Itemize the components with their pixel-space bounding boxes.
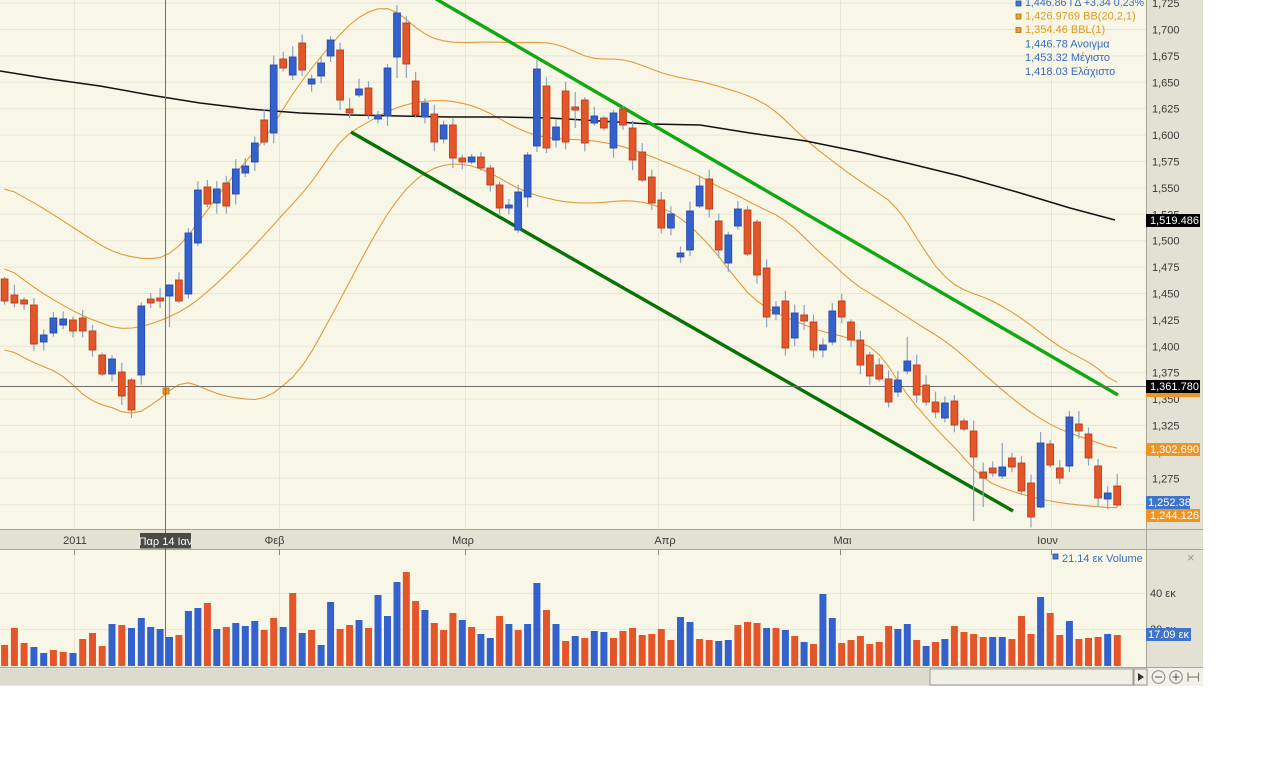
svg-text:1,325: 1,325 <box>1152 421 1180 433</box>
svg-text:1,375: 1,375 <box>1152 368 1180 380</box>
svg-text:1,350: 1,350 <box>1152 394 1180 406</box>
svg-text:1,252.38: 1,252.38 <box>1148 497 1191 509</box>
svg-text:Παρ 14 Ιαν: Παρ 14 Ιαν <box>139 536 193 548</box>
svg-text:1,244.126: 1,244.126 <box>1150 510 1199 522</box>
svg-text:Ιουν: Ιουν <box>1037 535 1058 547</box>
svg-text:1,400: 1,400 <box>1152 341 1180 353</box>
svg-text:1,446.86 ΓΔ +3.34 0.23%: 1,446.86 ΓΔ +3.34 0.23% <box>1025 0 1144 9</box>
svg-text:1,425: 1,425 <box>1152 315 1180 327</box>
svg-text:1,650: 1,650 <box>1152 77 1180 89</box>
svg-text:1,275: 1,275 <box>1152 473 1180 485</box>
svg-text:1,418.03 Ελάχιστο: 1,418.03 Ελάχιστο <box>1025 66 1115 78</box>
svg-text:1,625: 1,625 <box>1152 104 1180 116</box>
svg-text:Μαι: Μαι <box>834 535 853 547</box>
svg-text:Απρ: Απρ <box>654 535 675 547</box>
svg-text:1,550: 1,550 <box>1152 183 1180 195</box>
svg-text:1,302.690: 1,302.690 <box>1150 444 1199 456</box>
svg-text:×: × <box>1187 550 1195 565</box>
svg-text:1,700: 1,700 <box>1152 25 1180 37</box>
svg-text:1,475: 1,475 <box>1152 262 1180 274</box>
svg-text:21.14 εκ Volume: 21.14 εκ Volume <box>1062 553 1143 565</box>
svg-text:1,450: 1,450 <box>1152 289 1180 301</box>
svg-text:1,354.46 BBL(1): 1,354.46 BBL(1) <box>1025 24 1105 36</box>
svg-text:1,519.486: 1,519.486 <box>1150 215 1199 227</box>
svg-text:2011: 2011 <box>63 535 87 547</box>
svg-text:Μαρ: Μαρ <box>452 535 474 547</box>
svg-text:1,446.78 Ανοιγμα: 1,446.78 Ανοιγμα <box>1025 39 1110 51</box>
svg-text:1,675: 1,675 <box>1152 51 1180 63</box>
svg-text:1,725: 1,725 <box>1152 0 1180 10</box>
svg-text:1,453.32 Μέγιστο: 1,453.32 Μέγιστο <box>1025 52 1110 64</box>
svg-text:Φεβ: Φεβ <box>264 535 284 547</box>
svg-text:1,575: 1,575 <box>1152 157 1180 169</box>
svg-text:1,361.780: 1,361.780 <box>1150 381 1199 393</box>
svg-text:17.09 εκ: 17.09 εκ <box>1148 629 1189 641</box>
svg-text:1,600: 1,600 <box>1152 130 1180 142</box>
svg-text:40 εκ: 40 εκ <box>1150 588 1176 600</box>
svg-text:1,426.9769 BB(20,2,1): 1,426.9769 BB(20,2,1) <box>1025 11 1136 23</box>
svg-text:1,500: 1,500 <box>1152 236 1180 248</box>
